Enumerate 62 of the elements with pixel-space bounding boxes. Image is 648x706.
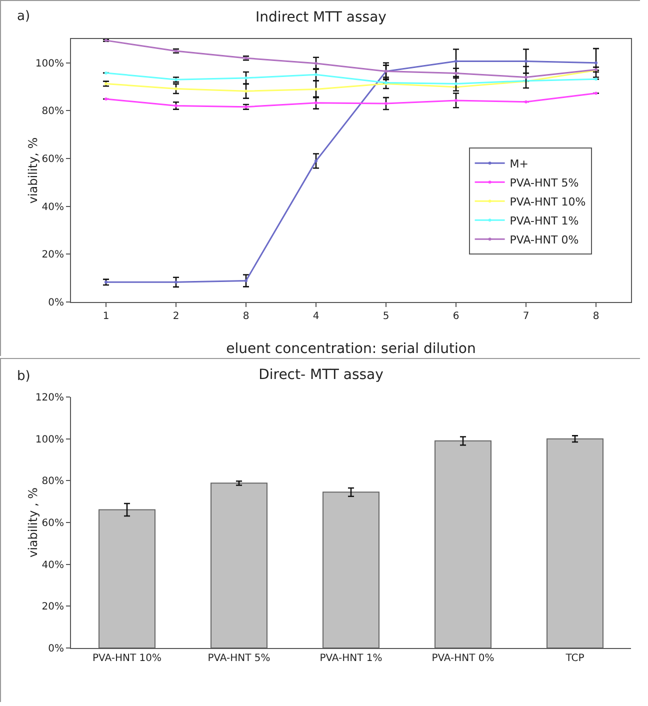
line-series (104, 68, 598, 93)
y-tick-label: 40% (42, 202, 64, 213)
y-tick-label: 60% (42, 518, 64, 529)
chart-title: Direct- MTT assay (258, 367, 384, 384)
bar (210, 482, 268, 648)
y-tick-label: 20% (42, 602, 64, 613)
chart-title: Indirect MTT assay (256, 9, 386, 26)
bar (322, 492, 380, 648)
y-axis-title: viability, % (26, 137, 40, 204)
x-tick-label: PVA-HNT 0% (432, 653, 494, 664)
x-tick-label: PVA-HNT 1% (320, 653, 382, 664)
point (244, 279, 248, 282)
text: a) (17, 9, 30, 24)
bar (98, 509, 156, 648)
line-series (104, 60, 598, 284)
point (594, 78, 598, 81)
point (244, 90, 248, 93)
text: b) (17, 369, 30, 384)
x-tick-label: 6 (452, 311, 460, 322)
x-tick-label: PVA-HNT 5% (208, 653, 270, 664)
y-axis-title: viability , % (26, 487, 40, 558)
y-tick-label: 120% (35, 392, 64, 404)
legend-label: PVA-HNT 0% (510, 233, 579, 246)
y-tick-label: 60% (42, 154, 64, 166)
line-series (104, 92, 598, 108)
point (314, 73, 318, 76)
x-tick-label: 8 (242, 311, 250, 322)
point (524, 60, 528, 63)
point (314, 101, 318, 104)
y-tick-label: 100% (35, 58, 64, 70)
x-tick-label: 8 (592, 311, 600, 322)
point (104, 71, 108, 74)
point (594, 92, 598, 95)
x-tick-label: PVA-HNT 10% (92, 653, 162, 664)
bar (546, 438, 604, 648)
point (594, 61, 598, 64)
y-tick-label: 0% (48, 644, 64, 654)
x-tick-label: 5 (382, 311, 390, 322)
point (524, 100, 528, 104)
legend-label: PVA-HNT 5% (510, 176, 579, 190)
point (454, 82, 458, 86)
y-tick-label: 20% (42, 250, 64, 261)
x-axis-title: eluent concentration: serial dilution (226, 341, 476, 357)
legend-label: PVA-HNT 10% (510, 195, 586, 208)
line-series (104, 39, 598, 79)
x-tick-label: 1 (102, 311, 110, 322)
line-series (104, 71, 598, 86)
legend-label: PVA-HNT 1% (510, 214, 579, 228)
y-tick-label: 0% (48, 298, 64, 308)
x-tick-label: TCP (564, 653, 584, 664)
x-tick-label: 2 (172, 311, 180, 322)
y-tick-label: 80% (42, 106, 64, 118)
y-tick-label: 100% (35, 434, 64, 446)
x-tick-label: 7 (522, 311, 530, 322)
bar (434, 440, 492, 648)
point (104, 98, 108, 101)
legend-label: M+ (510, 157, 529, 170)
point (454, 60, 458, 63)
point (314, 88, 318, 91)
x-tick-label: 4 (312, 311, 320, 322)
y-tick-label: 80% (42, 476, 64, 488)
y-tick-label: 40% (42, 560, 64, 571)
